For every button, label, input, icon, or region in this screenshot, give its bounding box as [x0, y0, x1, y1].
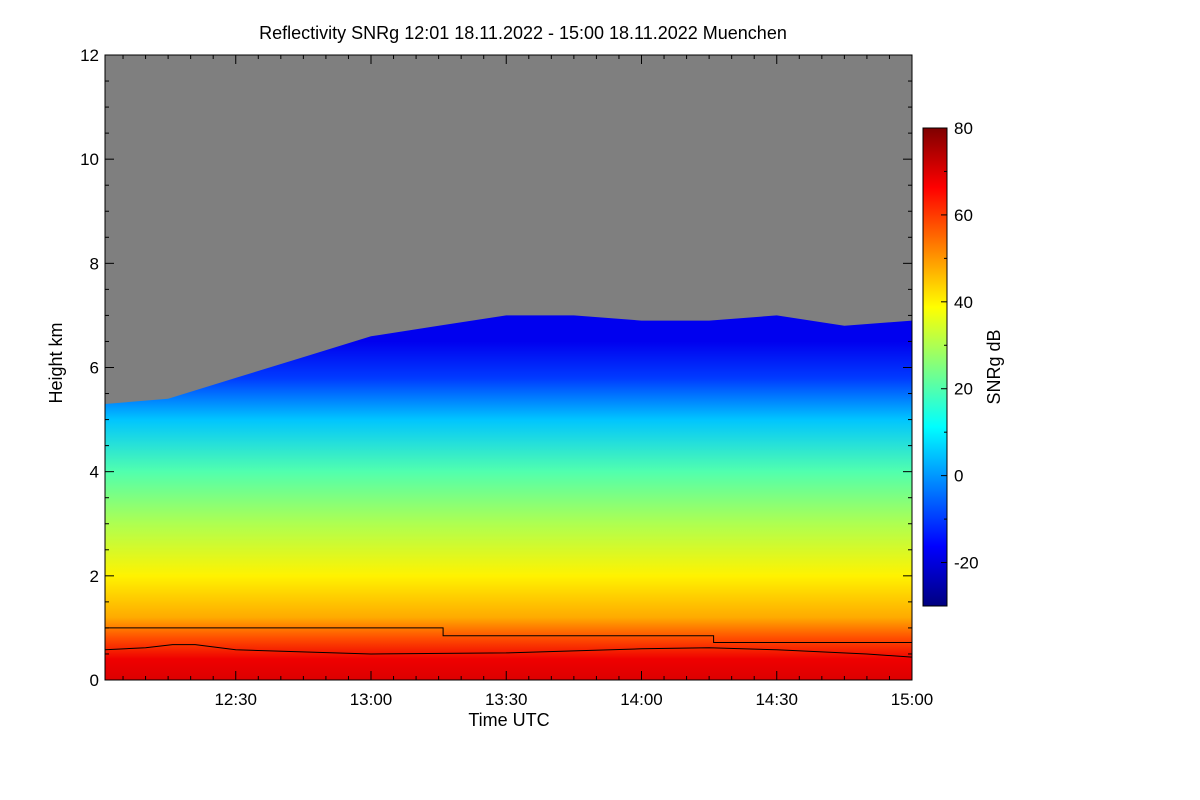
y-axis: 0 2 4 6 8 10 12	[80, 46, 912, 690]
x-tick-label: 14:00	[620, 690, 663, 709]
x-tick-label: 13:30	[485, 690, 528, 709]
colorbar-tick-label: 40	[954, 293, 973, 312]
x-tick-label: 12:30	[214, 690, 257, 709]
series-line-2	[105, 644, 912, 658]
y-axis-label: Height km	[46, 322, 66, 403]
x-axis-label: Time UTC	[468, 710, 549, 730]
colorbar-tick-label: 0	[954, 467, 963, 486]
y-tick-label: 0	[90, 671, 99, 690]
colorbar-scale	[922, 127, 948, 607]
y-tick-label: 2	[90, 567, 99, 586]
colorbar-tick-label: 60	[954, 206, 973, 225]
chart-title: Reflectivity SNRg 12:01 18.11.2022 - 15:…	[259, 23, 787, 43]
y-tick-label: 8	[90, 254, 99, 273]
colorbar-label: SNRg dB	[984, 329, 1004, 404]
colorbar-ticks: -20 0 20 40 60 80	[941, 119, 979, 607]
colorbar-tick-label: 80	[954, 119, 973, 138]
colorbar-tick-label: 20	[954, 380, 973, 399]
x-axis: 12:30 13:00 13:30 14:00 14:30 15:00	[122, 55, 934, 709]
y-tick-label: 12	[80, 46, 99, 65]
plot-area: 12:30 13:00 13:30 14:00 14:30 15:00 0 2 4 6 8 10 12	[80, 46, 933, 709]
series-line-1	[105, 627, 912, 643]
y-tick-label: 4	[90, 463, 99, 482]
x-tick-label: 13:00	[350, 690, 393, 709]
x-tick-label: 15:00	[891, 690, 934, 709]
cloud-region	[105, 315, 912, 680]
colorbar: -20 0 20 40 60 80 SNRg dB	[922, 119, 1004, 607]
y-tick-label: 10	[80, 150, 99, 169]
x-tick-label: 14:30	[755, 690, 798, 709]
y-tick-label: 6	[90, 359, 99, 378]
colorbar-tick-label: -20	[954, 554, 979, 573]
